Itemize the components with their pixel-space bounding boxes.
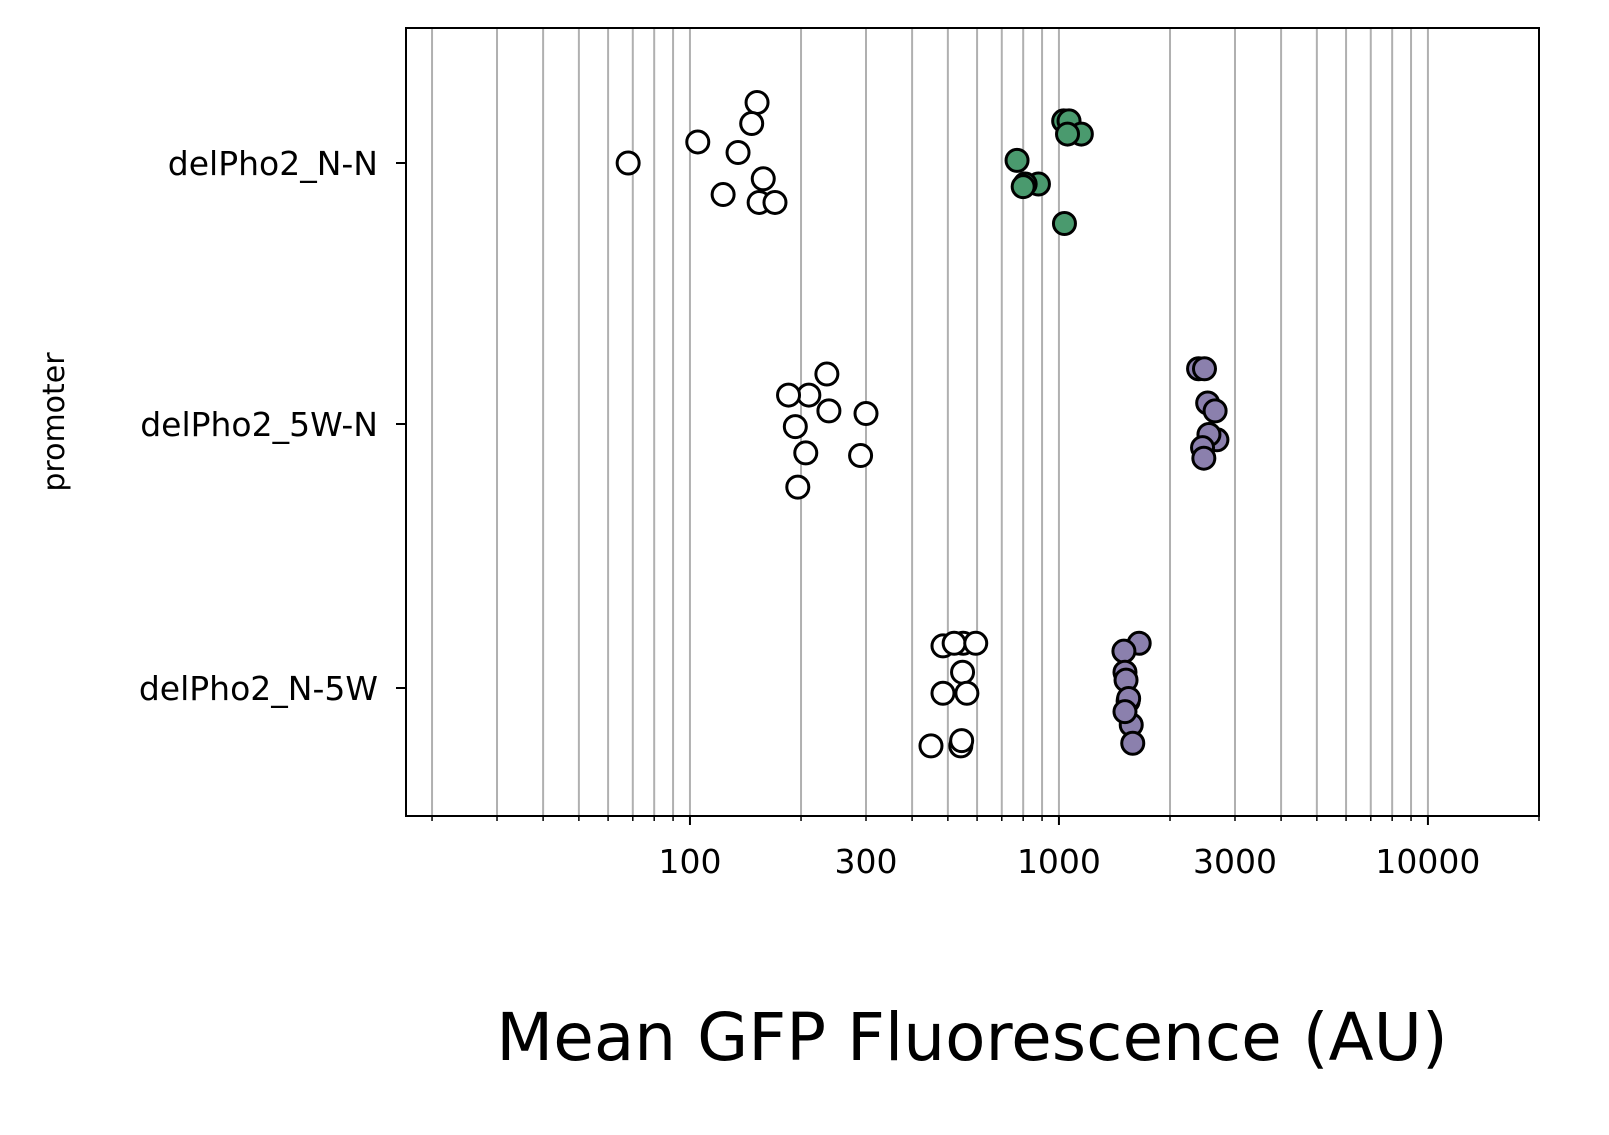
- data-point: [1112, 699, 1138, 725]
- y-tick-label: delPho2_5W-N: [140, 405, 378, 444]
- data-point: [963, 630, 989, 656]
- data-point: [785, 474, 811, 500]
- data-point: [949, 728, 975, 754]
- data-point: [1004, 147, 1030, 173]
- x-tick-label: 10000: [1375, 842, 1480, 881]
- data-point: [1111, 638, 1137, 664]
- y-tick-label: delPho2_N-5W: [139, 669, 378, 708]
- x-tick-label: 300: [835, 842, 898, 881]
- data-point: [1202, 398, 1228, 424]
- data-point: [816, 398, 842, 424]
- data-point: [941, 630, 967, 656]
- data-point: [814, 361, 840, 387]
- data-point: [744, 90, 770, 116]
- data-point: [1191, 356, 1217, 382]
- plot-frame: [405, 27, 1540, 817]
- data-point: [796, 382, 822, 408]
- data-point: [1010, 174, 1036, 200]
- x-tick-label: 3000: [1193, 842, 1277, 881]
- data-point: [1120, 730, 1146, 756]
- data-point: [782, 414, 808, 440]
- data-point: [1051, 210, 1077, 236]
- data-point: [762, 189, 788, 215]
- data-point: [848, 443, 874, 469]
- data-point: [725, 139, 751, 165]
- data-point: [750, 166, 776, 192]
- y-tick-label: delPho2_N-N: [168, 144, 378, 183]
- data-points: [615, 90, 1230, 759]
- x-tick-label: 1000: [1017, 842, 1101, 881]
- x-axis-label: Mean GFP Fluorescence (AU): [496, 999, 1447, 1076]
- y-axis-ticks: delPho2_N-N delPho2_5W-N delPho2_N-5W: [139, 144, 406, 708]
- x-tick-label: 100: [658, 842, 721, 881]
- data-point: [918, 733, 944, 759]
- data-point: [685, 129, 711, 155]
- data-point: [615, 150, 641, 176]
- data-point: [1055, 121, 1081, 147]
- data-point: [930, 680, 956, 706]
- data-point: [793, 440, 819, 466]
- data-point: [954, 680, 980, 706]
- x-axis-ticks: 100 300 1000 3000 10000: [431, 816, 1540, 881]
- y-axis-label: promoter: [37, 352, 72, 492]
- data-point: [950, 659, 976, 685]
- data-point: [853, 400, 879, 426]
- data-point: [710, 182, 736, 208]
- data-point: [739, 111, 765, 137]
- data-point: [1191, 445, 1217, 471]
- data-point: [776, 382, 802, 408]
